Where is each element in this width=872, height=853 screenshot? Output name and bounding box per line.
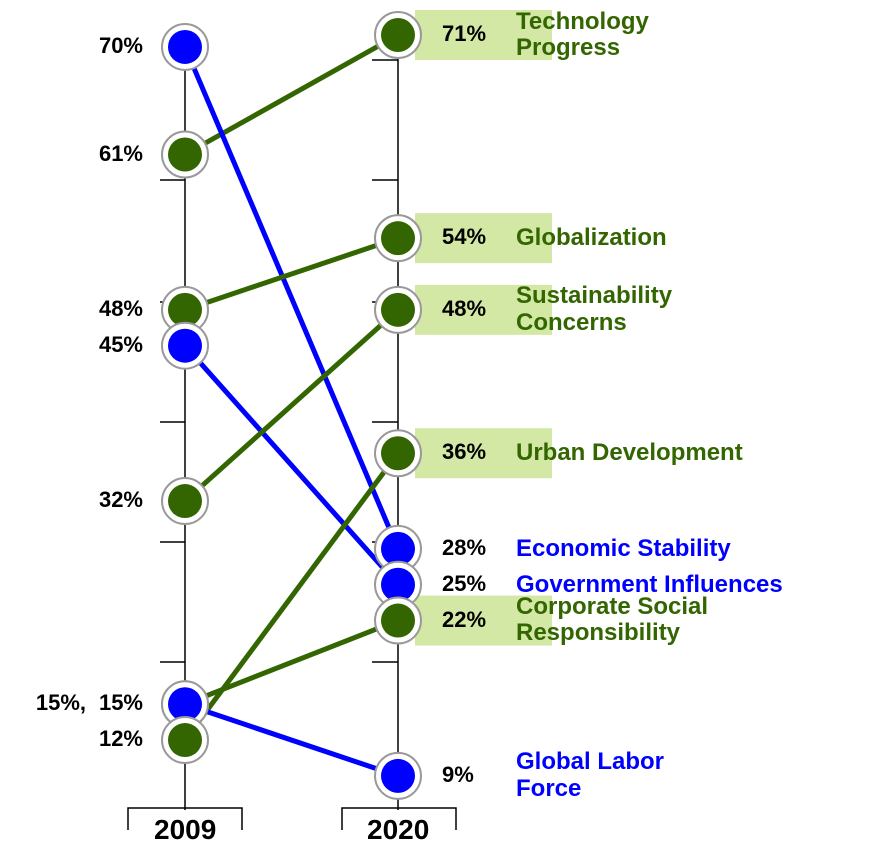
series-name: Global Labor Force: [516, 748, 665, 802]
value-label-left: 15%: [98, 690, 143, 716]
bracket: [341, 807, 457, 830]
marker: [168, 137, 202, 172]
marker: [381, 603, 415, 638]
value-label-right: 71%: [442, 21, 487, 46]
value-label-left: 61%: [98, 140, 143, 166]
marker: [168, 484, 202, 519]
marker: [381, 567, 415, 602]
value-label-left: 70%: [98, 32, 143, 58]
value-label-right: 22%: [442, 606, 487, 632]
series-name: Urban Development: [516, 439, 743, 467]
marker: [168, 328, 202, 363]
value-label-left: 32%: [98, 487, 143, 513]
highlight-band: [415, 10, 552, 60]
value-label-right: 36%: [442, 439, 487, 465]
marker: [381, 758, 415, 793]
highlight-band: [415, 213, 552, 264]
slope-line: [183, 307, 400, 503]
marker: [381, 18, 415, 52]
highlight-band: [415, 428, 552, 479]
value-label-left: 15%,: [35, 690, 86, 716]
marker: [381, 531, 415, 566]
value-label-right: 25%: [442, 570, 487, 596]
category-label: 2009: [154, 814, 217, 845]
value-label-left: 48%: [98, 295, 143, 321]
value-label-left: 45%: [98, 331, 143, 357]
slope-line: [184, 618, 399, 707]
series-name: Sustainability Concerns: [516, 282, 673, 336]
series-name: Globalization: [516, 224, 667, 252]
bracket: [127, 807, 243, 830]
slope-line: [183, 32, 400, 157]
highlight-band: [415, 284, 552, 335]
marker: [168, 29, 202, 64]
value-label-right: 9%: [442, 761, 474, 787]
value-label-right: 54%: [442, 224, 487, 250]
series-name: Economic Stability: [516, 534, 731, 562]
marker: [381, 221, 415, 256]
marker: [381, 436, 415, 471]
value-label-left: 12%: [98, 726, 143, 752]
marker: [168, 292, 202, 327]
category-label: 2020: [367, 814, 430, 845]
series-name: Technology Progress: [516, 7, 649, 61]
slope-line: [183, 344, 400, 587]
highlight-band: [415, 595, 552, 646]
slope-line: [184, 235, 399, 313]
value-label-right: 48%: [442, 295, 487, 321]
marker: [168, 723, 202, 758]
value-label-right: 28%: [442, 534, 487, 560]
series-name: Government Influences: [516, 570, 783, 598]
series-name: Corporate Social Responsibility: [516, 593, 709, 647]
slope-line: [182, 45, 401, 550]
slope-line: [182, 451, 401, 742]
marker: [381, 292, 415, 327]
marker: [168, 687, 202, 722]
slope-line: [184, 701, 399, 779]
